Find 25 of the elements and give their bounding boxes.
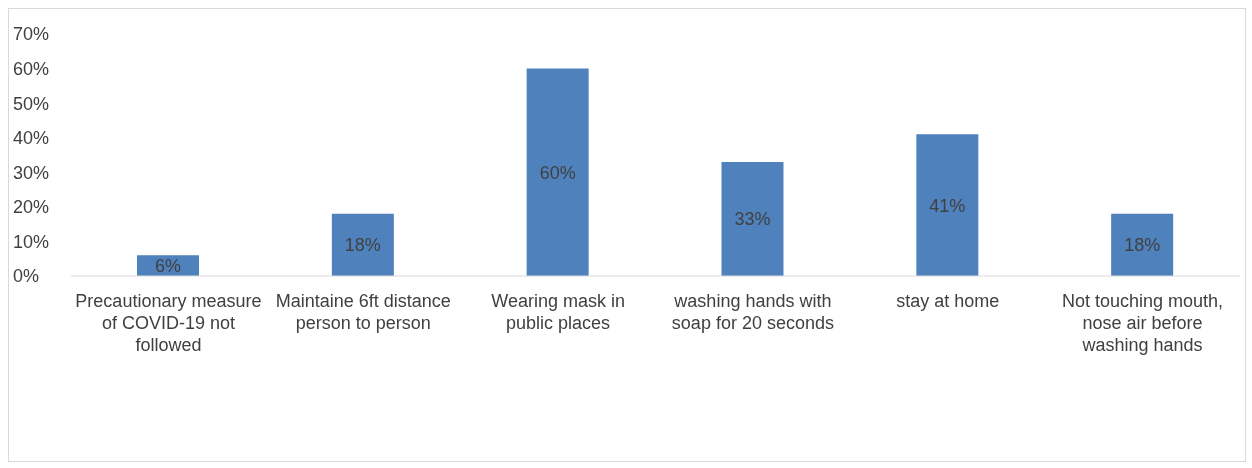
y-tick-label: 0%	[13, 266, 40, 287]
data-label: 18%	[344, 235, 381, 256]
x-tick-label: Maintaine 6ft distance person to person	[275, 290, 451, 333]
bar	[916, 134, 979, 276]
x-tick-label: stay at home	[896, 290, 1000, 311]
x-tick-label: Precautionary measure of COVID-19 not followed	[75, 290, 262, 355]
y-tick-label: 30%	[13, 162, 50, 183]
x-tick-label: Wearing mask in public places	[491, 290, 625, 333]
data-label: 41%	[929, 195, 966, 216]
y-tick-label: 20%	[13, 197, 50, 218]
data-label: 33%	[734, 209, 771, 230]
x-tick-label: washing hands with soap for 20 seconds	[671, 290, 834, 333]
y-tick-label: 50%	[13, 93, 50, 114]
data-label: 18%	[1124, 235, 1161, 256]
y-tick-label: 10%	[13, 231, 50, 252]
y-tick-label: 70%	[13, 24, 50, 45]
bar	[1111, 213, 1174, 276]
bar	[721, 161, 784, 276]
bar	[331, 213, 394, 276]
data-label: 60%	[539, 162, 576, 183]
x-tick-label: Not touching mouth, nose air before washing hands	[1062, 290, 1224, 355]
bar	[526, 68, 589, 276]
y-tick-label: 40%	[13, 128, 50, 149]
y-tick-label: 60%	[13, 58, 50, 79]
data-label: 6%	[154, 256, 182, 277]
